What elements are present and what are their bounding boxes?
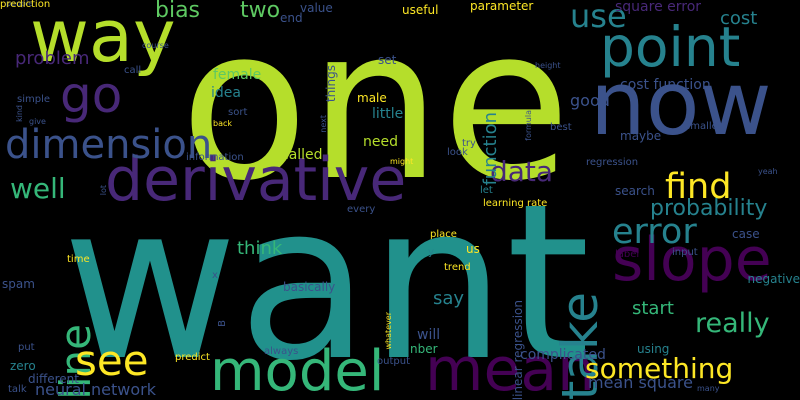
word-start: start [632,298,674,319]
word-probability: probability [650,196,768,221]
word-might: might [390,157,414,166]
word-regression: regression [586,157,639,168]
word-useful: useful [402,3,439,17]
word-time: time [67,254,90,265]
word-zero: zero [10,359,36,373]
word-cost-function: cost function [620,77,711,93]
word-input: input [672,247,698,258]
word-lot: lot [99,185,108,196]
word-called: called [281,147,323,163]
word-always: always [264,346,299,357]
word-trend: trend [444,262,471,273]
word-find: find [665,167,732,207]
word-course: course [142,41,169,50]
word-linear-regression: linear regression [511,299,525,400]
word-search: search [615,184,655,198]
word-little: little [372,106,404,122]
word-basically: basically [283,280,336,294]
word-mean: mean [425,335,596,400]
word-nber: nber [410,342,438,356]
word-set: set [378,53,397,67]
word-slope: slope [612,225,772,295]
word-prediction: prediction [0,0,51,10]
word-cost: cost [720,8,758,29]
word-best: best [550,122,572,133]
word-information: information [186,152,244,163]
word-x: x [212,270,218,281]
word-male: male [357,91,387,105]
word-really: really [695,308,770,339]
word-every: every [347,204,376,215]
word-need: need [363,134,398,150]
word-look: look [447,147,468,158]
word-formula: formula [524,110,533,141]
word-many: many [697,384,720,393]
word-using: using [637,342,670,356]
word-well: well [10,172,66,205]
word-parameter: parameter [470,0,534,13]
word-complicated: complicated [520,347,606,363]
word-model: model [210,339,385,400]
word-try: try [462,138,476,149]
word-negative: negative [747,272,800,286]
word-data: data [490,155,554,188]
word-point: point [600,15,741,79]
word-two: two [240,0,281,23]
word-different: different [28,372,79,386]
word-yeah: yeah [758,167,778,176]
word-back: back [213,119,233,128]
word-good: good [570,91,610,110]
word-go: go [60,66,123,124]
word-now: now [590,52,772,155]
word-spam: spam [2,277,35,291]
word-learning-rate: learning rate [483,198,548,209]
word-one: one [180,0,571,227]
word-maybe: maybe [620,129,662,143]
word-y: y [428,247,434,258]
word-things: things [324,65,338,103]
word-people: people [6,0,34,8]
word-talk: talk [8,384,27,395]
word-smaller: smaller [685,121,722,132]
word-see: see [75,336,149,385]
word-height: height [535,61,561,70]
word-next: next [319,115,328,133]
word-sort: sort [228,107,248,118]
word-let: let [480,185,493,196]
word-kind: kind [15,105,24,123]
word-give: give [29,117,46,126]
word-function: function [480,112,501,186]
word-use: use [570,0,627,35]
word-female: female [213,67,262,83]
word-square-error: square error [615,0,702,15]
word-way: way [30,0,176,78]
word-call: call [124,65,142,76]
word-something: something [585,352,734,385]
word-value: value [300,1,333,15]
word-dimension: dimension [5,122,213,168]
word-case: case [732,227,760,241]
word-label: label [615,249,640,260]
word-will: will [417,327,441,343]
word-whatever: whatever [384,312,393,350]
word-put: put [18,342,35,353]
word-predict: predict [175,352,210,363]
word-mean-square: mean square [588,373,693,392]
word-want: want [62,157,591,400]
word-output: output [377,356,410,367]
word-simple: simple [17,94,51,105]
word-bias: bias [155,0,201,23]
word-idea: idea [211,85,241,101]
word-error: error [612,212,697,252]
word-say: say [433,288,465,309]
word-problem: problem [15,48,90,69]
word-derivative: derivative [105,145,407,215]
word-think: think [237,238,283,259]
word-place: place [430,229,457,240]
word-b: B [217,320,228,327]
word-us: us [466,242,480,256]
word-end: end [280,11,303,25]
word-neural-network: neural network [35,380,157,399]
